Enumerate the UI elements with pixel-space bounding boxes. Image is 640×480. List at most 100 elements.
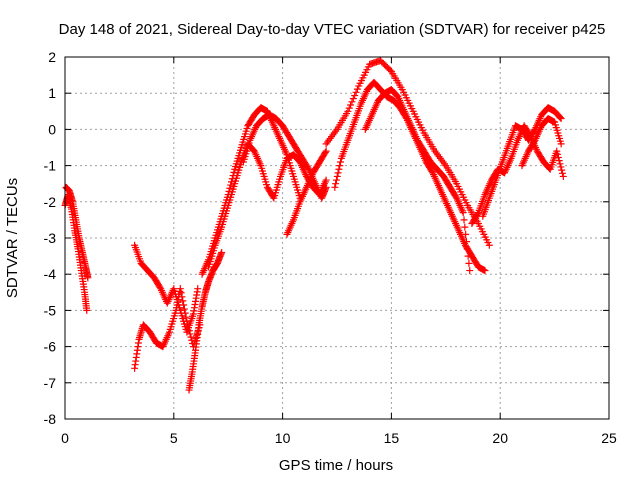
y-tick-label: -2: [44, 194, 57, 210]
data-point: [485, 241, 493, 249]
data-point: [462, 238, 470, 246]
series-track-11: [322, 57, 493, 249]
data-point: [178, 293, 186, 301]
data-point: [321, 148, 329, 156]
y-tick-label: -8: [44, 411, 57, 427]
series-track-2: [62, 183, 92, 282]
data-point: [462, 230, 470, 238]
data-point: [176, 285, 184, 293]
chart-title: Day 148 of 2021, Sidereal Day-to-day VTE…: [59, 21, 606, 38]
x-tick-label: 0: [61, 430, 69, 446]
data-point: [465, 259, 473, 267]
y-tick-label: -6: [44, 339, 57, 355]
x-axis: 0 5 10 15 20 25: [61, 57, 617, 446]
data-point: [464, 252, 472, 260]
data-point: [332, 180, 340, 188]
plot-frame: [64, 56, 610, 420]
y-tick-label: -7: [44, 375, 57, 391]
data-point: [182, 313, 190, 321]
x-axis-title: GPS time / hours: [279, 457, 393, 474]
y-tick-label: -1: [44, 158, 57, 174]
data-point: [336, 162, 344, 170]
data-point: [186, 330, 194, 338]
data-point: [84, 274, 92, 282]
data-point: [194, 285, 202, 293]
data-point: [181, 309, 189, 317]
series-track-8: [239, 111, 330, 202]
series-track-15: [518, 115, 565, 170]
data-point: [474, 210, 482, 218]
data-point: [185, 327, 193, 335]
data-point: [463, 245, 471, 253]
data-point: [428, 167, 436, 175]
data-point: [460, 216, 468, 224]
data-point: [332, 176, 340, 184]
data-point: [466, 267, 474, 275]
data-point: [179, 297, 187, 305]
data-point: [530, 138, 538, 146]
series-track-9: [283, 147, 330, 238]
data-point: [557, 115, 565, 123]
x-tick-label: 25: [601, 430, 617, 446]
data-point: [554, 153, 562, 161]
data-points: [61, 57, 567, 394]
y-tick-label: 2: [48, 49, 56, 65]
x-tick-label: 5: [170, 430, 178, 446]
y-tick-label: -3: [44, 230, 57, 246]
data-point: [334, 169, 342, 177]
data-point: [187, 333, 195, 341]
data-point: [461, 223, 469, 231]
data-point: [156, 283, 164, 291]
series-track-5: [185, 248, 226, 394]
data-point: [556, 160, 564, 168]
data-point: [557, 140, 565, 148]
data-point: [227, 181, 235, 189]
data-point: [333, 172, 341, 180]
data-point: [553, 147, 561, 155]
data-point: [554, 150, 562, 158]
data-point: [177, 289, 185, 297]
data-point: [83, 306, 91, 314]
y-tick-label: 1: [48, 85, 56, 101]
y-axis: 2 1 0 -1 -2 -3 -4 -5 -6 -7 -8: [44, 49, 609, 427]
data-point: [558, 166, 566, 174]
data-point: [459, 209, 467, 217]
data-point: [180, 301, 188, 309]
data-point: [555, 157, 563, 165]
data-point: [481, 267, 489, 275]
y-tick-label: -4: [44, 266, 57, 282]
series-track-3: [131, 241, 202, 336]
series-track-12: [361, 86, 474, 275]
data-point: [558, 169, 566, 177]
data-point: [347, 101, 355, 109]
data-point: [351, 91, 359, 99]
data-point: [322, 183, 330, 191]
x-tick-label: 15: [384, 430, 400, 446]
grid-lines: [65, 57, 609, 419]
data-point: [180, 305, 188, 313]
y-axis-title: SDTVAR / TECUs: [4, 178, 21, 298]
series-track-1: [61, 191, 91, 314]
data-point: [335, 165, 343, 173]
data-point: [348, 98, 356, 106]
data-point: [304, 164, 312, 172]
data-point: [352, 88, 360, 96]
data-point: [345, 104, 353, 112]
x-tick-label: 10: [275, 430, 291, 446]
data-point: [559, 172, 567, 180]
data-point: [545, 164, 553, 172]
data-point: [331, 183, 339, 191]
data-point: [322, 147, 330, 155]
data-point: [386, 66, 394, 74]
y-tick-label: -5: [44, 302, 57, 318]
data-point: [226, 184, 234, 192]
x-tick-label: 20: [492, 430, 508, 446]
data-point: [184, 320, 192, 328]
data-point: [183, 317, 191, 325]
data-point: [218, 248, 226, 256]
data-point: [184, 324, 192, 332]
data-point: [344, 107, 352, 115]
data-point: [556, 114, 564, 122]
data-point: [557, 163, 565, 171]
